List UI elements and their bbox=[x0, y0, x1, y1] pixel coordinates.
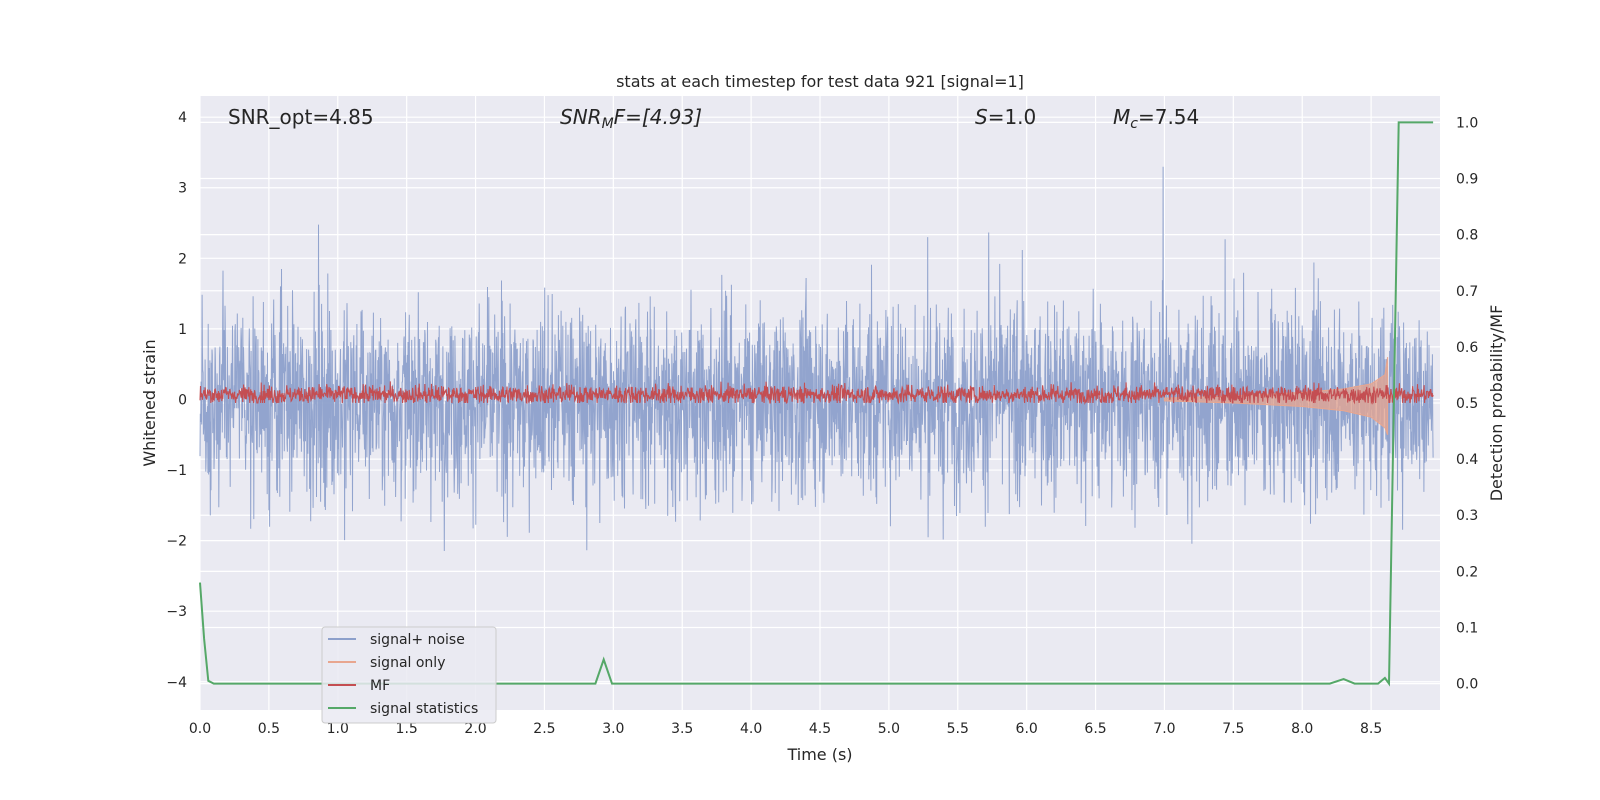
x-tick-label: 1.5 bbox=[396, 721, 418, 737]
x-tick-labels: 0.0 0.5 1.0 1.5 2.0 2.5 3.0 3.5 4.0 4.5 5.0 5.5 6.0 6… bbox=[189, 721, 1382, 737]
right-y-tick-label: 0.3 bbox=[1456, 508, 1478, 524]
right-y-axis-title: Detection probability/MF bbox=[1487, 305, 1506, 502]
left-y-tick-label: 0 bbox=[178, 392, 187, 408]
signal-noise-line bbox=[199, 166, 1434, 552]
right-y-tick-label: 0.6 bbox=[1456, 340, 1478, 356]
left-y-tick-label: 4 bbox=[178, 110, 187, 126]
right-y-tick-labels: 1.0 0.9 0.8 0.7 0.6 0.5 0.4 0.3 0.2 0.1 0.0 bbox=[1456, 115, 1478, 692]
right-y-tick-label: 0.8 bbox=[1456, 228, 1478, 244]
mc-annotation: Mc=7.54 bbox=[1113, 105, 1199, 132]
legend-box bbox=[321, 626, 497, 724]
legend-label-signal-only: signal only bbox=[370, 655, 445, 671]
mf-line bbox=[199, 381, 1434, 405]
left-y-tick-label: 2 bbox=[178, 251, 187, 267]
legend-label-mf: MF bbox=[370, 678, 390, 694]
x-tick-label: 4.0 bbox=[740, 721, 762, 737]
s-annotation: S=1.0 bbox=[975, 105, 1036, 129]
legend: signal+ noise signal only MF signal stat… bbox=[321, 626, 497, 724]
x-tick-label: 5.0 bbox=[878, 721, 900, 737]
signal-statistics-line bbox=[199, 121, 1434, 687]
right-y-tick-label: 0.5 bbox=[1456, 396, 1478, 412]
right-y-tick-label: 1.0 bbox=[1456, 115, 1478, 131]
snr-mf-annotation: SNRMF=[4.93] bbox=[560, 105, 702, 132]
right-y-tick-label: 0.1 bbox=[1456, 620, 1478, 636]
left-y-tick-label: −3 bbox=[166, 604, 187, 620]
x-tick-label: 8.0 bbox=[1291, 721, 1313, 737]
legend-label-signal-noise: signal+ noise bbox=[370, 632, 465, 648]
x-tick-label: 0.5 bbox=[258, 721, 280, 737]
x-tick-label: 0.0 bbox=[189, 721, 211, 737]
x-tick-label: 4.5 bbox=[809, 721, 831, 737]
right-y-tick-label: 0.2 bbox=[1456, 564, 1478, 580]
x-tick-label: 5.5 bbox=[947, 721, 969, 737]
chart-title: stats at each timestep for test data 921… bbox=[616, 72, 1024, 91]
x-tick-label: 7.0 bbox=[1153, 721, 1175, 737]
x-tick-label: 7.5 bbox=[1222, 721, 1244, 737]
left-y-axis-title: Whitened strain bbox=[140, 339, 159, 466]
legend-label-signal-statistics: signal statistics bbox=[370, 701, 478, 717]
left-y-tick-label: −4 bbox=[166, 675, 187, 691]
right-y-tick-label: 0.9 bbox=[1456, 172, 1478, 188]
signal-plus-noise-series bbox=[199, 166, 1434, 552]
x-tick-label: 6.5 bbox=[1084, 721, 1106, 737]
right-y-tick-label: 0.4 bbox=[1456, 452, 1478, 468]
right-y-tick-label: 0.0 bbox=[1456, 677, 1478, 693]
x-axis-title: Time (s) bbox=[786, 745, 852, 764]
left-y-tick-label: −2 bbox=[166, 534, 187, 550]
x-tick-label: 3.0 bbox=[602, 721, 624, 737]
snr-opt-annotation: SNR_opt=4.85 bbox=[228, 105, 374, 129]
x-tick-label: 2.5 bbox=[533, 721, 555, 737]
x-tick-label: 8.5 bbox=[1360, 721, 1382, 737]
x-tick-label: 2.0 bbox=[464, 721, 486, 737]
left-y-tick-label: 3 bbox=[178, 181, 187, 197]
right-y-tick-label: 0.7 bbox=[1456, 284, 1478, 300]
left-y-tick-label: −1 bbox=[166, 463, 187, 479]
mf-series bbox=[199, 381, 1434, 405]
x-tick-label: 6.0 bbox=[1016, 721, 1038, 737]
left-y-tick-labels: 4 3 2 1 0 −1 −2 −3 −4 bbox=[166, 110, 187, 691]
signal-statistics-series bbox=[199, 121, 1434, 687]
x-tick-label: 1.0 bbox=[327, 721, 349, 737]
left-y-tick-label: 1 bbox=[178, 322, 187, 338]
x-tick-label: 3.5 bbox=[671, 721, 693, 737]
